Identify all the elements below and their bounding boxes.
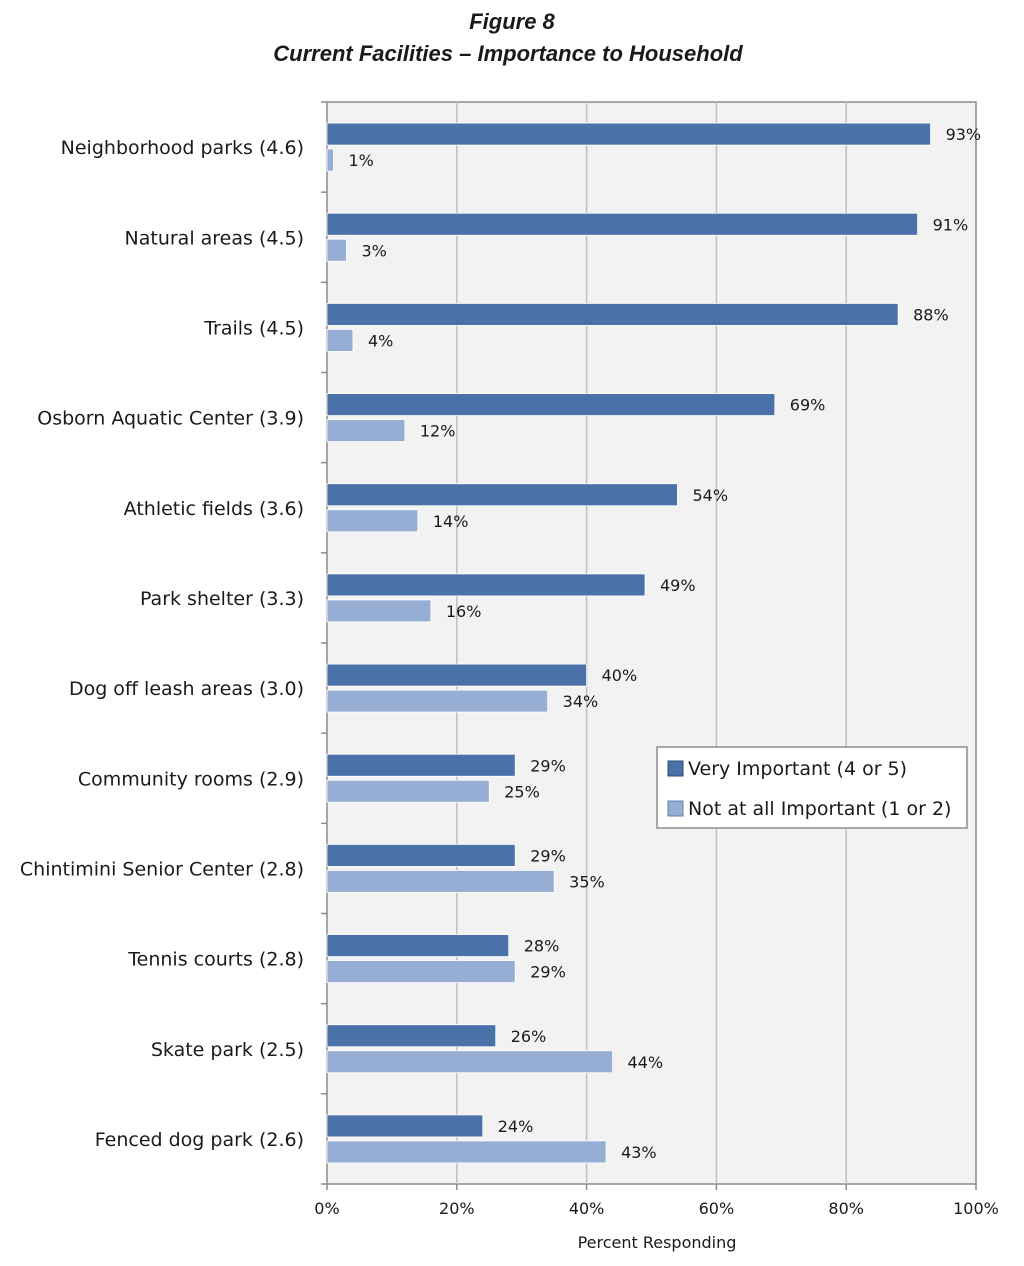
value-label-not-important: 44% [628, 1053, 664, 1072]
bar-not-important [326, 419, 406, 442]
chart-title: Figure 8 [469, 9, 555, 34]
category-label: Chintimini Senior Center (2.8) [20, 858, 304, 880]
value-label-not-important: 14% [433, 512, 469, 531]
value-label-not-important: 25% [504, 782, 540, 801]
value-label-very-important: 29% [530, 756, 566, 775]
bar-very-important [326, 844, 516, 867]
category-label: Athletic fields (3.6) [124, 498, 304, 520]
category-label: Dog off leash areas (3.0) [69, 678, 304, 700]
legend-swatch-very-important [667, 760, 684, 777]
bar-very-important [326, 663, 588, 687]
bar-not-important [326, 1140, 607, 1164]
bar-very-important [326, 483, 678, 507]
value-label-not-important: 34% [563, 692, 599, 711]
legend-swatch-not-important [667, 800, 684, 817]
bar-very-important [326, 1024, 497, 1048]
chart-subtitle: Current Facilities – Importance to House… [273, 41, 743, 66]
bar-not-important [326, 238, 347, 262]
value-label-very-important: 88% [913, 305, 949, 324]
legend: Very Important (4 or 5) Not at all Impor… [656, 746, 968, 829]
value-label-not-important: 43% [621, 1143, 657, 1162]
x-tick-label: 60% [699, 1199, 735, 1218]
bars: 93% 1% 91% 3% 88% 4% 69% 12% 54% 14% 49% 16% 40%34% 2… [326, 122, 982, 1164]
plot-area [326, 101, 977, 1185]
value-label-not-important: 35% [569, 872, 605, 891]
bar-not-important [326, 148, 334, 172]
value-label-not-important: 12% [420, 422, 456, 441]
value-label-not-important: 1% [348, 151, 373, 170]
value-label-very-important: 91% [933, 215, 969, 234]
legend-box [656, 746, 968, 829]
value-label-very-important: 26% [511, 1027, 547, 1046]
value-label-very-important: 54% [692, 486, 728, 505]
bar-not-important [326, 599, 432, 623]
bar-not-important [326, 689, 549, 713]
x-tick-label: 80% [828, 1199, 864, 1218]
category-label: Tennis courts (2.8) [127, 949, 304, 971]
bar-very-important [326, 753, 516, 777]
bar-not-important [326, 1050, 613, 1074]
value-label-very-important: 28% [524, 937, 560, 956]
category-label: Neighborhood parks (4.6) [61, 137, 304, 159]
x-axis-title: Percent Responding [578, 1233, 737, 1252]
bar-very-important [326, 303, 899, 326]
value-label-not-important: 4% [368, 331, 393, 350]
bar-very-important [326, 212, 918, 236]
bar-not-important [326, 509, 419, 533]
bar-not-important [326, 329, 354, 352]
value-label-very-important: 49% [660, 576, 696, 595]
category-label: Trails (4.5) [203, 317, 304, 339]
x-tick-label: 40% [569, 1199, 605, 1218]
category-label: Park shelter (3.3) [140, 588, 304, 610]
category-label: Natural areas (4.5) [125, 227, 304, 249]
category-label: Fenced dog park (2.6) [95, 1129, 304, 1151]
x-tick-label: 20% [439, 1199, 475, 1218]
value-label-very-important: 69% [790, 396, 826, 415]
legend-label-not-important: Not at all Important (1 or 2) [688, 798, 951, 820]
value-label-very-important: 24% [498, 1117, 534, 1136]
x-tick-label: 0% [314, 1199, 339, 1218]
grid-lines [456, 102, 847, 1184]
bar-very-important [326, 1114, 484, 1138]
value-label-not-important: 3% [361, 241, 386, 260]
value-label-very-important: 40% [602, 666, 638, 685]
bar-not-important [326, 960, 516, 983]
bar-very-important [326, 122, 931, 146]
value-label-not-important: 29% [530, 963, 566, 982]
value-label-not-important: 16% [446, 602, 482, 621]
category-label: Osborn Aquatic Center (3.9) [37, 408, 304, 430]
category-label: Community rooms (2.9) [78, 768, 304, 790]
x-tick-label: 100% [953, 1199, 999, 1218]
bar-not-important [326, 779, 490, 803]
value-label-very-important: 93% [946, 125, 982, 144]
bar-very-important [326, 934, 510, 957]
axes: 0% 20% 40% 60% 80% 100% Neighborhood parks (4.… [20, 101, 999, 1218]
bar-not-important [326, 870, 555, 893]
bar-very-important [326, 393, 776, 416]
bar-very-important [326, 573, 646, 597]
legend-label-very-important: Very Important (4 or 5) [688, 758, 907, 780]
value-label-very-important: 29% [530, 846, 566, 865]
category-label: Skate park (2.5) [151, 1039, 304, 1061]
